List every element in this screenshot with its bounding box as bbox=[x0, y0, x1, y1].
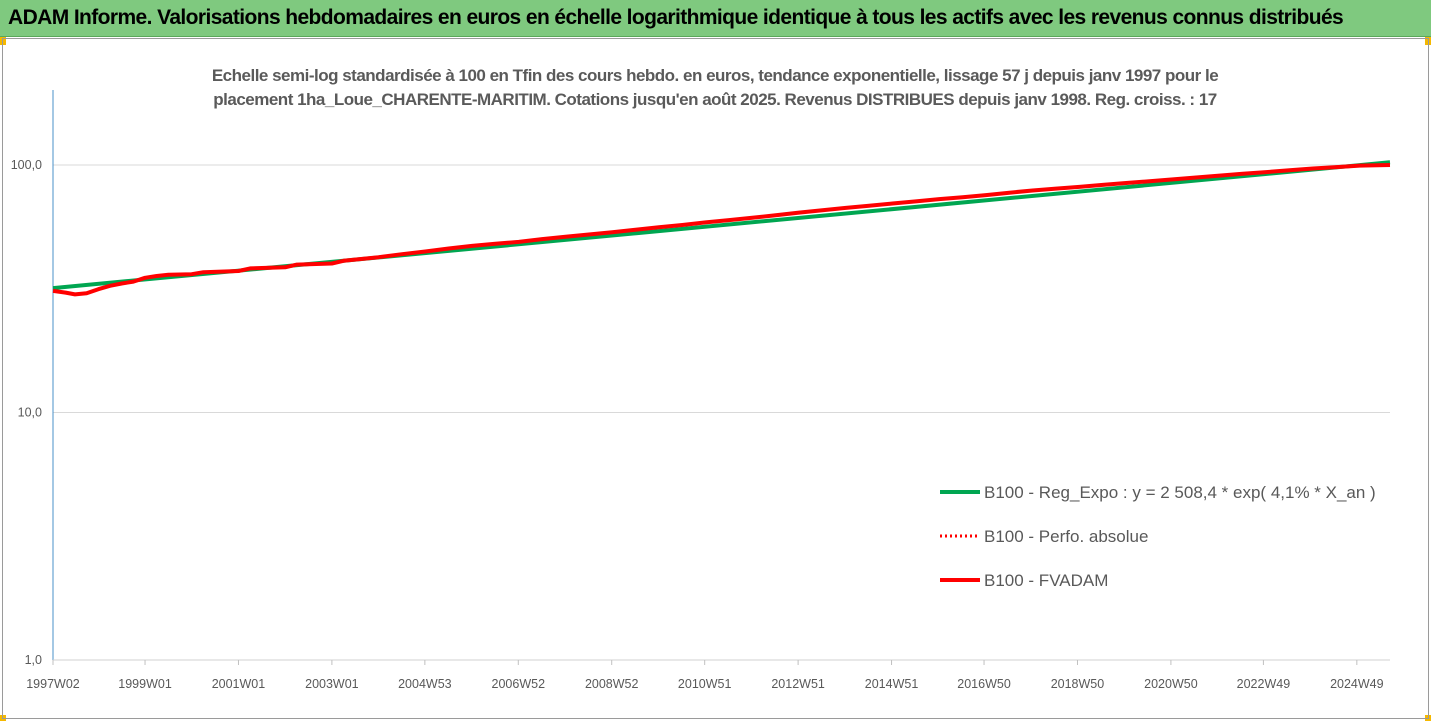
x-tick-label-0: 1997W02 bbox=[26, 677, 80, 691]
x-tick-label-8: 2012W51 bbox=[771, 677, 825, 691]
corner-marker-top-left bbox=[0, 37, 6, 45]
x-tick-label-7: 2010W51 bbox=[678, 677, 732, 691]
x-tick-label-9: 2014W51 bbox=[865, 677, 919, 691]
legend-label-1: B100 - Perfo. absolue bbox=[984, 527, 1148, 546]
x-tick-label-3: 2003W01 bbox=[305, 677, 359, 691]
x-tick-label-2: 2001W01 bbox=[212, 677, 266, 691]
x-tick-label-11: 2018W50 bbox=[1051, 677, 1105, 691]
chart-title-line-2: placement 1ha_Loue_CHARENTE-MARITIM. Cot… bbox=[213, 90, 1217, 109]
x-tick-label-10: 2016W50 bbox=[957, 677, 1011, 691]
y-tick-label-1: 10,0 bbox=[18, 406, 42, 420]
y-tick-label-0: 1,0 bbox=[25, 653, 42, 667]
chart-title: Echelle semi-log standardisée à 100 en T… bbox=[140, 64, 1290, 112]
x-tick-label-12: 2020W50 bbox=[1144, 677, 1198, 691]
chart-frame bbox=[2, 38, 1429, 719]
legend-label-2: B100 - FVADAM bbox=[984, 571, 1108, 590]
report-banner: ADAM Informe. Valorisations hebdomadaire… bbox=[0, 0, 1431, 37]
legend-label-0: B100 - Reg_Expo : y = 2 508,4 * exp( 4,1… bbox=[984, 483, 1376, 502]
report-title: ADAM Informe. Valorisations hebdomadaire… bbox=[8, 6, 1344, 29]
x-tick-label-13: 2022W49 bbox=[1237, 677, 1291, 691]
series-line-2 bbox=[52, 163, 1391, 297]
y-tick-label-2: 100,0 bbox=[11, 158, 42, 172]
x-tick-label-6: 2008W52 bbox=[585, 677, 639, 691]
x-tick-label-14: 2024W49 bbox=[1330, 677, 1384, 691]
x-tick-label-4: 2004W53 bbox=[398, 677, 452, 691]
chart-title-line-1: Echelle semi-log standardisée à 100 en T… bbox=[211, 66, 1219, 85]
x-tick-label-5: 2006W52 bbox=[492, 677, 546, 691]
x-tick-label-1: 1999W01 bbox=[118, 677, 172, 691]
